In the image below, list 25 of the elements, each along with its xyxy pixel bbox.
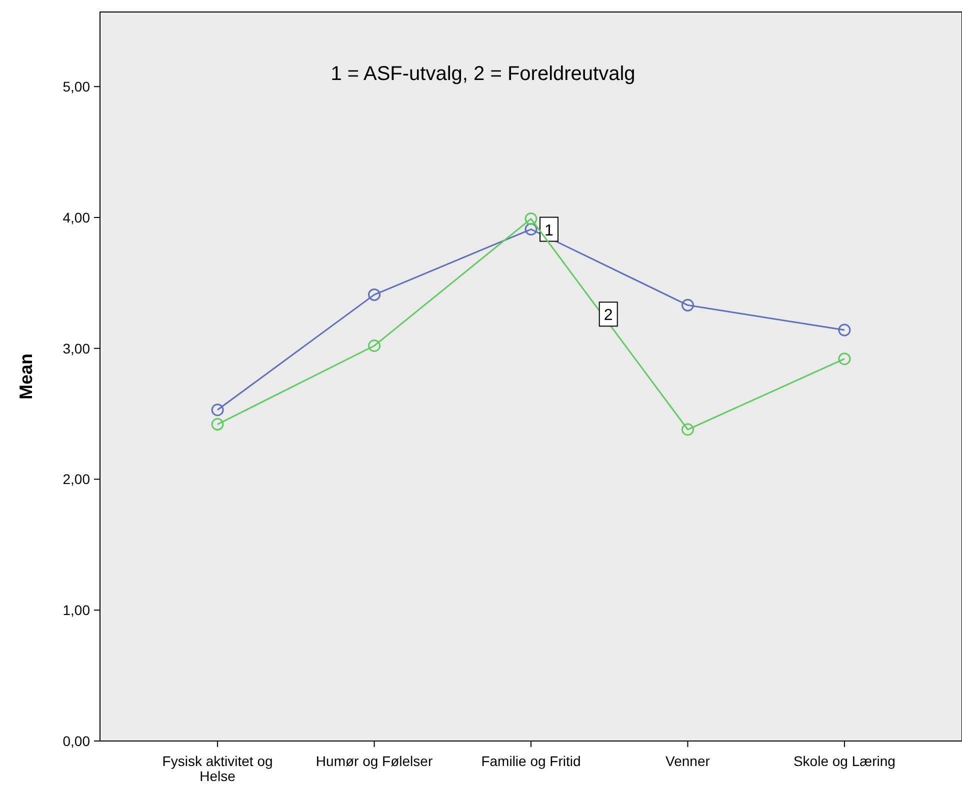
y-tick-label: 4,00 xyxy=(62,209,90,226)
point xyxy=(368,339,381,352)
x-tick-label: Skole og Læring xyxy=(793,753,896,769)
y-tick-label: 3,00 xyxy=(62,340,90,356)
y-tick-label: 0,00 xyxy=(62,733,90,749)
point xyxy=(368,288,381,301)
point xyxy=(211,418,224,431)
series-label: 1 xyxy=(544,222,554,240)
y-axis-title: Mean xyxy=(16,353,36,400)
annotation: 1 = ASF-utvalg, 2 = Foreldreutvalg xyxy=(330,63,636,85)
y-tick-label: 2,00 xyxy=(62,471,90,488)
point xyxy=(838,352,851,366)
series-label: 2 xyxy=(604,307,613,324)
point xyxy=(681,298,694,312)
x-tick-label: Fysisk aktivitet og Helse xyxy=(162,753,273,784)
y-tick-label: 1,00 xyxy=(62,602,90,618)
y-tick-label: 5,00 xyxy=(62,78,90,95)
x-tick-label: Humør og Følelser xyxy=(316,753,433,769)
point xyxy=(524,223,538,236)
point xyxy=(211,404,224,416)
point xyxy=(524,212,538,226)
x-tick-label: Familie og Fritid xyxy=(481,753,581,769)
x-tick-label: Venner xyxy=(666,753,710,769)
point xyxy=(681,423,694,436)
point xyxy=(838,324,851,336)
